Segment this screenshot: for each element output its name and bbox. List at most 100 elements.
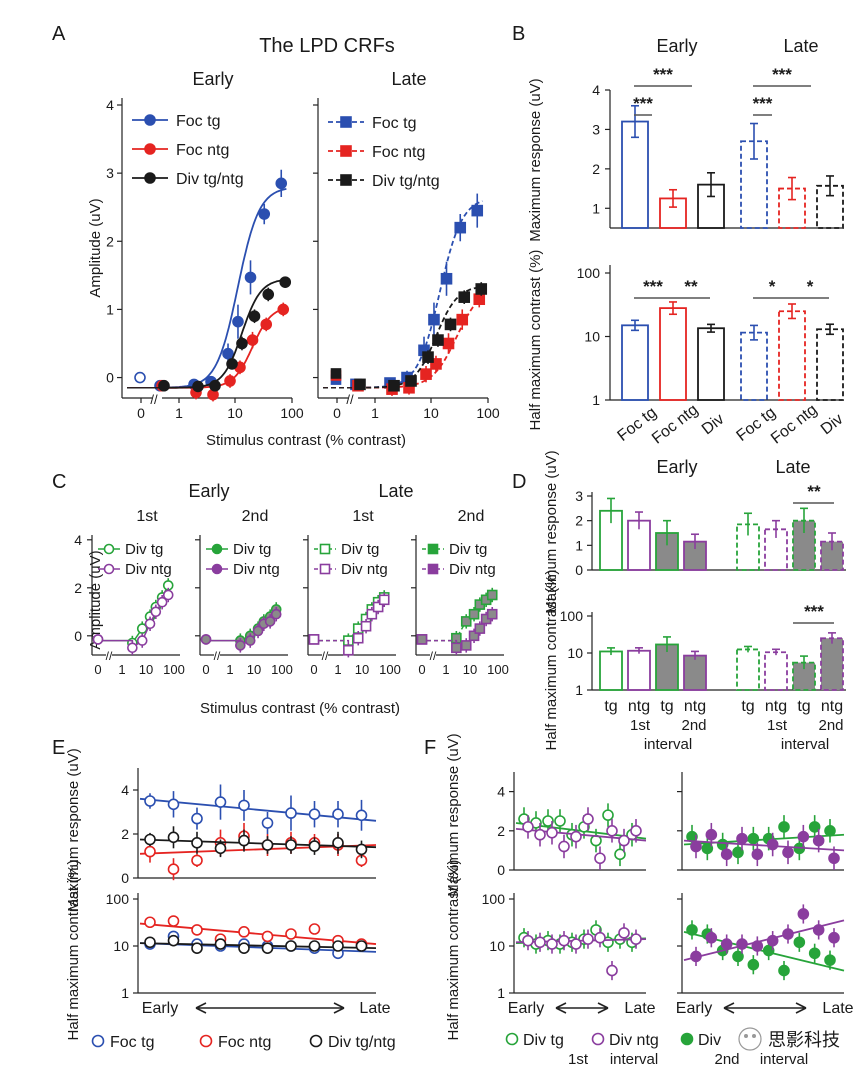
axis-early-label: Early	[508, 1000, 544, 1017]
data-point	[127, 642, 138, 654]
legend-marker	[199, 1034, 213, 1048]
data-point	[144, 936, 156, 949]
y-tick-label: 4	[106, 97, 114, 113]
data-point	[736, 832, 748, 845]
bar	[659, 307, 687, 401]
bar	[621, 324, 649, 401]
time-arrow	[555, 1002, 609, 1014]
significance-stars: ***	[633, 94, 653, 113]
x-tick-label: 1	[442, 662, 449, 677]
y-axis-label: Half maximum contrast (%)	[527, 250, 544, 431]
data-point	[285, 839, 297, 851]
significance-stars: *	[807, 277, 814, 296]
interval-label: 1st	[630, 717, 651, 734]
data-point	[705, 931, 718, 944]
data-point	[471, 204, 484, 217]
data-point	[158, 379, 170, 392]
data-point	[144, 916, 156, 929]
data-point	[191, 854, 203, 867]
x-tick-label: 10	[247, 662, 261, 677]
data-point	[747, 958, 760, 971]
data-point	[144, 845, 156, 858]
data-point	[355, 809, 368, 822]
data-point	[812, 924, 825, 936]
x-tick-label: 0	[418, 662, 425, 677]
interval-label: 1st	[767, 717, 788, 734]
interval-word: interval	[610, 1051, 658, 1068]
y-tick-label: 10	[567, 645, 583, 661]
data-point	[473, 293, 486, 305]
data-point	[167, 863, 180, 876]
x-tick-label: 100	[280, 405, 304, 421]
data-point	[244, 635, 256, 646]
y-tick-label: 0	[106, 370, 114, 386]
data-point	[582, 933, 594, 945]
legend-label: Div ntg	[125, 561, 172, 578]
fit-curve	[162, 278, 287, 389]
data-point	[797, 908, 810, 920]
significance-stars: **	[807, 482, 821, 501]
y-tick-label: 2	[575, 513, 583, 529]
data-point	[534, 936, 546, 949]
legend-label: Div tg	[233, 541, 271, 558]
data-point	[388, 379, 400, 392]
legend-label: Foc ntg	[372, 144, 425, 161]
data-point	[690, 950, 702, 963]
fit-curve	[162, 188, 287, 389]
zero-contrast-point	[416, 634, 428, 645]
x-tick-label: 10	[463, 662, 477, 677]
data-point	[486, 608, 498, 620]
y-tick-label: 100	[560, 608, 584, 624]
x-axis-label: Stimulus contrast (% contrast)	[206, 432, 406, 449]
x-tick-label: 0	[202, 662, 209, 677]
data-point	[594, 931, 606, 944]
legend-label: Foc tg	[176, 113, 220, 130]
interval-word: interval	[781, 736, 829, 753]
legend-label: Div ntg	[609, 1032, 659, 1049]
legend-marker	[505, 1032, 519, 1046]
data-point	[766, 838, 779, 851]
y-axis-label: Maximum response (uV)	[65, 748, 82, 911]
data-point	[690, 840, 702, 853]
x-tick-label: 0	[94, 662, 101, 677]
data-point	[618, 834, 630, 847]
data-point	[232, 315, 244, 328]
data-point	[191, 942, 203, 954]
data-point	[460, 616, 472, 627]
y-tick-label: 0	[74, 628, 82, 644]
legend-marker	[340, 174, 352, 186]
data-point	[582, 813, 594, 825]
y-tick-label: 0	[575, 562, 583, 578]
data-point	[594, 852, 606, 865]
bar	[627, 649, 651, 691]
data-point	[354, 378, 366, 391]
data-point	[277, 303, 290, 316]
legend-label: Div tg	[523, 1032, 564, 1049]
data-point	[778, 821, 790, 833]
bar	[599, 650, 623, 691]
subplot-title: 2nd	[458, 508, 485, 525]
zero-contrast-point	[308, 634, 320, 645]
data-point	[430, 358, 442, 370]
interval-label: 2nd	[681, 717, 706, 734]
y-axis-label: Amplitude (uV)	[87, 550, 104, 649]
data-point	[332, 808, 344, 821]
data-point	[736, 938, 748, 950]
data-point	[192, 380, 204, 393]
data-point	[308, 923, 321, 935]
y-tick-label: 1	[575, 682, 583, 698]
legend-label: Div ntg	[341, 561, 388, 578]
legend-marker	[144, 143, 156, 155]
axis-break: //	[106, 649, 113, 663]
data-point	[308, 940, 321, 952]
data-point	[766, 934, 779, 947]
significance-stars: ***	[643, 277, 663, 296]
data-point	[701, 842, 714, 855]
y-tick-label: 3	[592, 121, 600, 137]
y-tick-label: 0	[497, 862, 505, 878]
data-point	[308, 808, 321, 821]
category-label: Div	[818, 411, 847, 439]
y-tick-label: 2	[497, 823, 505, 839]
axis-break: //	[322, 649, 329, 663]
axis-late-label: Late	[359, 1000, 390, 1017]
